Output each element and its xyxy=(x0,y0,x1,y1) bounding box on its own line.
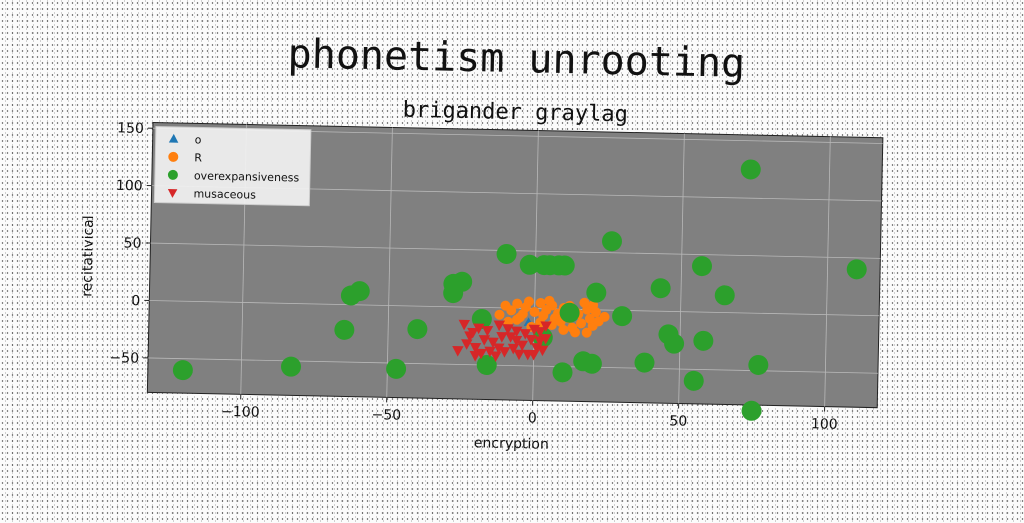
x-tick-label: −50 xyxy=(371,407,401,424)
x-tick-label: 100 xyxy=(811,416,838,433)
legend-label: o xyxy=(195,133,202,146)
y-tick-label: 0 xyxy=(131,293,140,309)
legend-label: overexpansiveness xyxy=(194,169,300,184)
y-axis-label: recitativical xyxy=(79,215,97,297)
legend-label: musaceous xyxy=(193,187,256,201)
y-tick-label: 150 xyxy=(117,120,144,137)
y-tick-label: 100 xyxy=(116,178,143,195)
x-tick-label: 0 xyxy=(528,410,537,426)
legend-label: R xyxy=(194,151,202,164)
y-tick-label: 50 xyxy=(123,236,141,252)
x-axis-label: encryption xyxy=(474,435,549,453)
x-tick-label: 50 xyxy=(669,413,687,429)
x-tick-label: −100 xyxy=(221,404,260,421)
y-tick-label: −50 xyxy=(109,350,139,367)
